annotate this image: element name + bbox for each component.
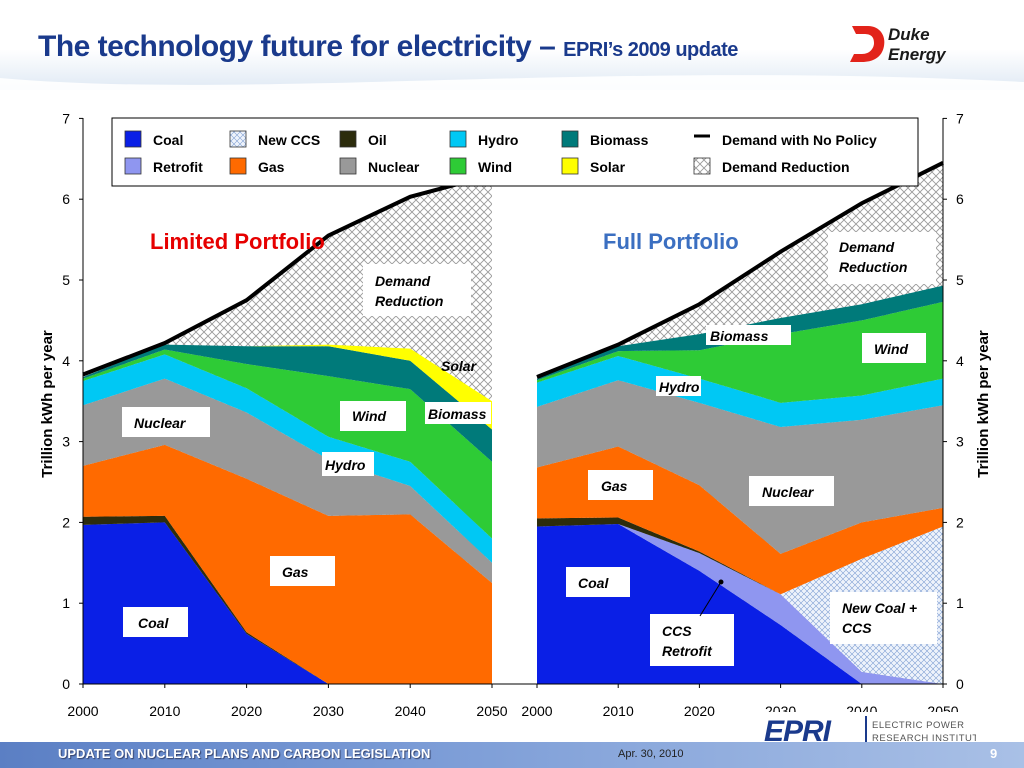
label-coal-right: Coal [578, 575, 609, 591]
limited-labels: Coal Gas Nuclear Hydro Wind Biomass Sola… [122, 264, 491, 637]
legend-swatch-gas [229, 157, 247, 175]
legend-swatch-coal [124, 130, 142, 148]
full-area-wind [537, 301, 943, 403]
legend-swatch-retrofit [124, 157, 142, 175]
label-gas-right: Gas [601, 478, 628, 494]
y-tick-label-right: 6 [956, 191, 964, 207]
x-tick-label-left: 2050 [476, 703, 507, 719]
limited-demand-line [82, 173, 493, 377]
legend-label-oil: Oil [368, 132, 387, 148]
label-hydro-right: Hydro [659, 379, 700, 395]
y-tick-label-left: 0 [62, 676, 70, 692]
limited-portfolio-title: Limited Portfolio [150, 229, 325, 254]
legend-swatch-new_ccs [229, 130, 247, 148]
legend-label-coal: Coal [153, 132, 183, 148]
y-tick-label-left: 7 [62, 110, 70, 126]
y-axis-label-left: Trillion kWh per year [39, 330, 56, 478]
label-wind-right: Wind [874, 341, 909, 357]
duke-logo-line2: Energy [888, 45, 947, 64]
label-ccs-retrofit: CCS Retrofit [662, 623, 713, 659]
header-wave [0, 75, 1024, 100]
y-axis-label-right: Trillion kWh per year [975, 330, 992, 478]
limited-area-hydro [83, 354, 492, 563]
legend-label-nuclear: Nuclear [368, 159, 420, 175]
legend-label-new_ccs: New CCS [258, 132, 320, 148]
duke-logo-line1: Duke [888, 25, 930, 44]
legend-swatch-nuclear [339, 157, 357, 175]
full-area-new_ccs [537, 524, 943, 684]
epri-logo-line1: ELECTRIC POWER [872, 720, 965, 731]
legend-label-hydro: Hydro [478, 132, 518, 148]
y-tick-label-right: 3 [956, 434, 964, 450]
legend-label-solar: Solar [590, 159, 626, 175]
legend: Coal New CCS Oil Hydro Biomass Demand with No… [111, 117, 919, 187]
full-area-coal [537, 524, 943, 684]
y-tick-label-right: 5 [956, 272, 964, 288]
footer-bar [0, 742, 1024, 768]
label-demand-reduction-left: Demand Reduction [375, 273, 443, 309]
y-tick-label-right: 1 [956, 595, 964, 611]
header-background [0, 0, 1024, 90]
legend-label-demand_line: Demand with No Policy [722, 132, 877, 148]
x-tick-label-left: 2040 [395, 703, 426, 719]
x-tick-label-left: 2030 [313, 703, 344, 719]
limited-area-coal [83, 522, 492, 684]
legend-swatch-solar [561, 157, 579, 175]
y-tick-label-left: 2 [62, 514, 70, 530]
legend-swatch-wind [449, 157, 467, 175]
y-tick-label-left: 4 [62, 353, 70, 369]
y-tick-label-right: 4 [956, 353, 964, 369]
y-tick-label-left: 5 [62, 272, 70, 288]
legend-label-biomass: Biomass [590, 132, 649, 148]
full-demand-line [536, 161, 944, 379]
y-tick-label-left: 1 [62, 595, 70, 611]
y-tick-label-left: 3 [62, 434, 70, 450]
x-tick-label-left: 2010 [149, 703, 180, 719]
full-labels: Coal CCS Retrofit New Coal + CCS Gas Nucle… [566, 232, 937, 666]
label-biomass-right: Biomass [710, 328, 769, 344]
footer-title: UPDATE ON NUCLEAR PLANS AND CARBON LEGIS… [58, 746, 431, 761]
y-tick-label-right: 7 [956, 110, 964, 126]
legend-label-wind: Wind [478, 159, 512, 175]
label-demand-reduction-right: Demand Reduction [839, 239, 907, 275]
slide-title-sub: EPRI’s 2009 update [563, 39, 738, 61]
full-area-hydro [537, 355, 943, 428]
limited-area-wind [83, 349, 492, 539]
x-tick-label-right: 2010 [603, 703, 634, 719]
page-number: 9 [990, 746, 998, 761]
footer-date: Apr. 30, 2010 [618, 748, 684, 760]
legend-swatch-hydro [449, 130, 467, 148]
legend-swatch-demand_reduction [693, 157, 711, 175]
x-tick-label-right: 2000 [521, 703, 552, 719]
full-portfolio-title: Full Portfolio [603, 229, 739, 254]
full-area-nuclear [537, 380, 943, 554]
y-tick-label-right: 0 [956, 676, 964, 692]
label-coal-left: Coal [138, 615, 169, 631]
label-wind-left: Wind [352, 408, 387, 424]
label-new-coal-ccs: New Coal + CCS [842, 600, 917, 636]
label-biomass-left: Biomass [428, 406, 487, 422]
label-nuclear-left: Nuclear [134, 415, 187, 431]
x-tick-label-left: 2000 [67, 703, 98, 719]
x-tick-label-right: 2020 [684, 703, 715, 719]
label-hydro-left: Hydro [325, 457, 366, 473]
legend-swatch-biomass [561, 130, 579, 148]
generation-charts: 0 0 1 1 2 2 3 3 4 4 5 5 6 6 7 7 2000 2010 2020 2030 2040 2050… [39, 110, 992, 719]
legend-swatch-oil [339, 130, 357, 148]
slide-title-main: The technology future for electricity – [38, 30, 564, 63]
legend-label-demand_reduction: Demand Reduction [722, 159, 850, 175]
legend-label-gas: Gas [258, 159, 285, 175]
y-tick-label-left: 6 [62, 191, 70, 207]
slide-title: The technology future for electricity – … [38, 30, 738, 64]
epri-logo-line2: RESEARCH INSTITUTE [872, 733, 976, 744]
y-tick-label-right: 2 [956, 514, 964, 530]
limited-area-biomass [83, 344, 492, 462]
legend-label-retrofit: Retrofit [153, 159, 203, 175]
label-solar-left: Solar [441, 358, 478, 374]
x-tick-label-left: 2020 [231, 703, 262, 719]
duke-energy-logo: Duke Energy [850, 25, 947, 64]
label-nuclear-right: Nuclear [762, 484, 815, 500]
label-gas-left: Gas [282, 564, 309, 580]
